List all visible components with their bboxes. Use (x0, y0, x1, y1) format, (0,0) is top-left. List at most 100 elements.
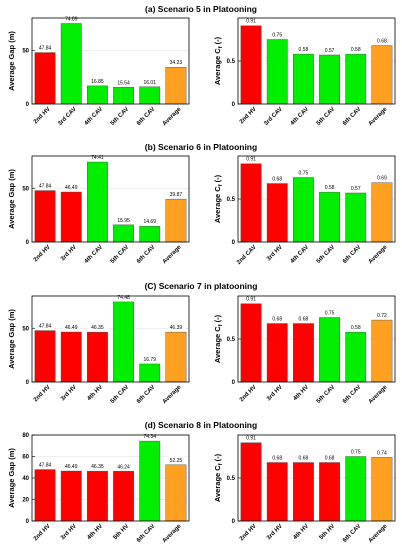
bar-hv (113, 471, 134, 522)
data-label: 74.89 (65, 16, 78, 22)
bar-hv (87, 331, 108, 383)
data-label-box (62, 462, 81, 470)
data-label-box (62, 14, 81, 22)
data-label: 0.75 (272, 33, 282, 39)
axes-frame (237, 17, 396, 105)
data-label: 14.69 (143, 219, 156, 225)
data-label: 0.68 (377, 39, 387, 45)
data-label-box (242, 434, 261, 442)
data-label: 46.35 (91, 464, 104, 470)
data-label-box (372, 174, 391, 182)
y-tick-label: 0 (26, 102, 30, 108)
y-axis-label: Average Gap (m) (7, 31, 16, 91)
data-label: 0.58 (325, 185, 335, 191)
y-axis-label: Average Gap (m) (7, 448, 16, 508)
data-label-box (114, 216, 133, 224)
y-tick-label: 50 (22, 186, 29, 192)
data-label-box (294, 45, 313, 53)
bar-average (371, 45, 393, 105)
data-label: 74.34 (143, 434, 156, 440)
bar-average (371, 319, 393, 383)
panel-title-c: (C) Scenario 7 in platooning (145, 281, 258, 291)
bar-average (165, 198, 187, 243)
y-axis-label: Average Gap (m) (7, 309, 16, 369)
data-label-box (242, 295, 261, 303)
data-label: 0.58 (351, 325, 361, 331)
data-label-box (346, 45, 365, 53)
y-axis-label-subscript: f (218, 324, 224, 326)
data-label: 15.95 (117, 218, 130, 224)
y-tick-label: 50 (22, 48, 29, 54)
data-label-box (294, 454, 313, 462)
bar-hv (60, 470, 82, 522)
bar-cav (113, 224, 134, 243)
bar-cav (345, 192, 367, 243)
data-label-box (320, 183, 339, 191)
data-label-box (62, 183, 81, 191)
data-label: 0.58 (351, 47, 361, 53)
data-label: 0.68 (325, 456, 335, 462)
data-label: 16.85 (91, 79, 104, 85)
data-label-box (36, 44, 55, 52)
data-label: 0.68 (272, 177, 282, 183)
data-label: 15.54 (117, 80, 130, 86)
y-axis-label-subscript: f (218, 463, 224, 465)
bar-average (371, 182, 393, 243)
y-axis-label-unit: (-) (213, 174, 222, 184)
y-tick-label: 0 (232, 102, 236, 108)
axes-frame (237, 434, 396, 522)
y-axis-label: Average Cf (-) (213, 314, 224, 363)
y-tick-label: 0 (232, 240, 236, 246)
data-label-box (88, 462, 107, 470)
data-label-box (320, 46, 339, 54)
panel-title-b: (b) Scenario 6 in Platooning (145, 142, 257, 152)
data-label-box (88, 77, 107, 85)
data-label-box (294, 169, 313, 176)
bar-cav (345, 331, 367, 383)
data-label-box (320, 454, 339, 462)
y-axis-label-subscript: f (218, 46, 224, 48)
data-label-box (242, 17, 261, 25)
y-axis-label-unit: (-) (213, 453, 222, 463)
axes-frame (237, 295, 396, 383)
data-label: 0.91 (246, 436, 256, 442)
y-tick-label: 0 (26, 519, 30, 525)
bar-average (165, 331, 187, 383)
data-label-box (140, 355, 159, 363)
y-axis-label: Average Cf (-) (213, 453, 224, 502)
y-tick-label: 0 (26, 240, 30, 246)
data-label-box (114, 78, 133, 86)
data-label-box (36, 461, 55, 469)
data-label: 47.84 (39, 463, 52, 469)
y-tick-label: 0.5 (227, 337, 236, 343)
data-label: 74.41 (91, 155, 104, 161)
y-tick-label: 60 (22, 455, 29, 461)
axes-frame (237, 155, 396, 243)
data-label: 0.68 (272, 456, 282, 462)
data-label: 74.48 (117, 295, 130, 301)
data-label: 0.75 (351, 450, 361, 456)
y-axis-label: Average Cf (-) (213, 36, 224, 85)
data-label: 0.91 (246, 19, 256, 25)
axes-frame (31, 155, 190, 243)
y-tick-label: 0 (232, 380, 236, 386)
data-label-box (140, 432, 159, 440)
data-label: 0.57 (325, 48, 335, 54)
bar-hv (266, 183, 288, 243)
data-label-box (268, 175, 287, 183)
data-label-box (372, 448, 391, 456)
bar-cav (319, 317, 340, 383)
y-tick-label: 0.5 (227, 476, 236, 482)
bar-cav (139, 363, 161, 383)
data-label-box (166, 456, 185, 464)
data-label-box (114, 293, 133, 301)
bar-cav (319, 191, 340, 243)
bar-hv (266, 323, 288, 383)
data-label-box (268, 454, 287, 462)
bar-hv (240, 442, 262, 522)
data-label: 0.91 (246, 297, 256, 303)
bar-hv (34, 469, 56, 522)
